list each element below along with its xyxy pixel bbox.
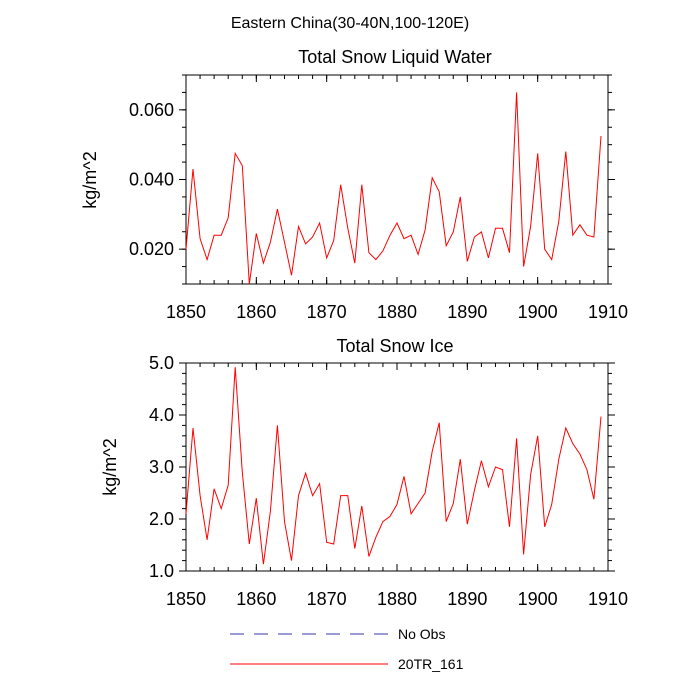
y-tick-label: 0.060 (129, 100, 174, 120)
y-tick-label: 2.0 (149, 509, 174, 529)
x-tick-label: 1910 (588, 302, 628, 322)
panel-snow-ice: Total Snow Ice kg/m^2 1850 1860 1870 1880 18… (100, 336, 628, 609)
y-tick-label: 1.0 (149, 561, 174, 581)
legend-no-obs-label: No Obs (398, 626, 445, 642)
series-line-20tr-161 (185, 92, 602, 285)
x-tick-label: 1890 (447, 589, 487, 609)
x-tick-label: 1900 (518, 302, 558, 322)
tick-labels: 1850 1860 1870 1880 1890 1900 1910 0.020 0.040 0.… (129, 100, 628, 322)
x-tick-label: 1910 (588, 589, 628, 609)
x-tick-label: 1900 (518, 589, 558, 609)
y-tick-label: 0.040 (129, 170, 174, 190)
y-tick-label: 4.0 (149, 405, 174, 425)
y-axis-label: kg/m^2 (80, 151, 100, 208)
legend-series-label: 20TR_161 (398, 656, 464, 672)
panel-snow-liquid-water: Total Snow Liquid Water kg/m^2 1850 1860 1… (80, 47, 628, 322)
x-tick-label: 1850 (166, 589, 206, 609)
x-tick-label: 1860 (236, 589, 276, 609)
x-tick-label: 1880 (377, 302, 417, 322)
x-tick-label: 1870 (307, 302, 347, 322)
legend: No Obs 20TR_161 (230, 626, 464, 672)
figure-title: Eastern China(30-40N,100-120E) (231, 15, 469, 32)
x-tick-label: 1880 (377, 589, 417, 609)
x-tick-label: 1850 (166, 302, 206, 322)
data-series (185, 92, 602, 285)
axis-ticks (179, 74, 615, 285)
panel-title: Total Snow Liquid Water (298, 47, 491, 67)
axis-ticks (179, 362, 615, 572)
x-tick-label: 1890 (447, 302, 487, 322)
data-series (185, 367, 602, 565)
y-tick-label: 0.020 (129, 239, 174, 259)
y-tick-label: 3.0 (149, 457, 174, 477)
panel-title: Total Snow Ice (336, 336, 453, 356)
y-tick-label: 5.0 (149, 353, 174, 373)
x-tick-label: 1860 (236, 302, 276, 322)
tick-labels: 1850 1860 1870 1880 1890 1900 1910 1.0 2.0 3.0 4.0… (149, 353, 628, 609)
x-tick-label: 1870 (307, 589, 347, 609)
y-axis-label: kg/m^2 (100, 438, 120, 495)
plot-frame (185, 74, 609, 285)
series-line-20tr-161 (185, 367, 602, 565)
